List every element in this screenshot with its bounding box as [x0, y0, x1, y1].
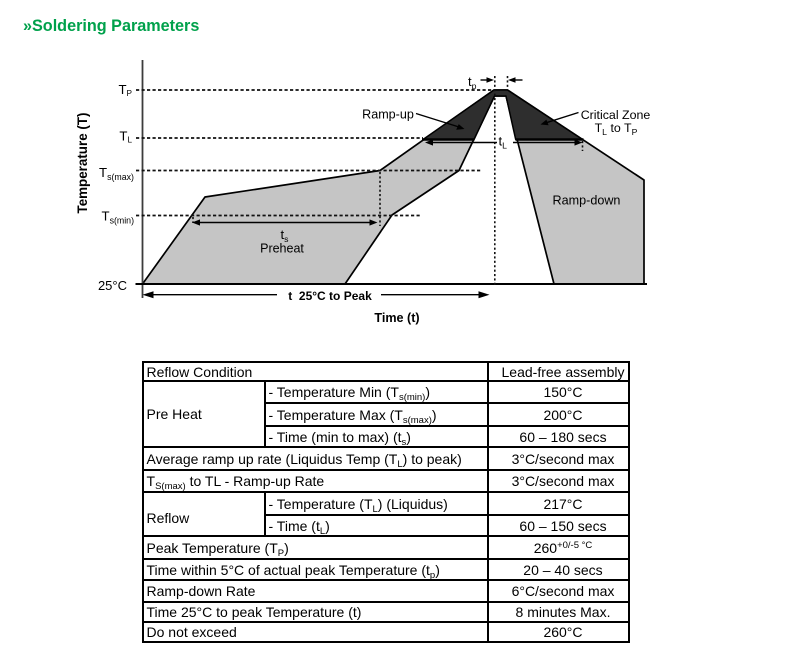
svg-text:TL to TP: TL to TP [595, 121, 638, 137]
svg-text:Preheat: Preheat [260, 242, 304, 256]
svg-text:25°C: 25°C [98, 278, 127, 293]
svg-text:Time (t): Time (t) [374, 311, 419, 325]
svg-text:tL: tL [499, 134, 508, 151]
svg-text:TL: TL [119, 129, 132, 145]
svg-text:tp: tp [468, 74, 477, 91]
svg-text:Ts(min): Ts(min) [102, 209, 135, 226]
svg-text:Critical Zone: Critical Zone [581, 108, 651, 122]
svg-text:Ramp-up: Ramp-up [362, 108, 414, 122]
svg-text:TP: TP [118, 82, 132, 98]
svg-text:ts: ts [281, 227, 290, 244]
svg-text:Temperature (T): Temperature (T) [75, 113, 90, 214]
svg-text:t 25°C to Peak: t 25°C to Peak [288, 289, 372, 303]
svg-text:Ramp-down: Ramp-down [553, 194, 621, 208]
svg-text:Ts(max): Ts(max) [99, 165, 134, 182]
